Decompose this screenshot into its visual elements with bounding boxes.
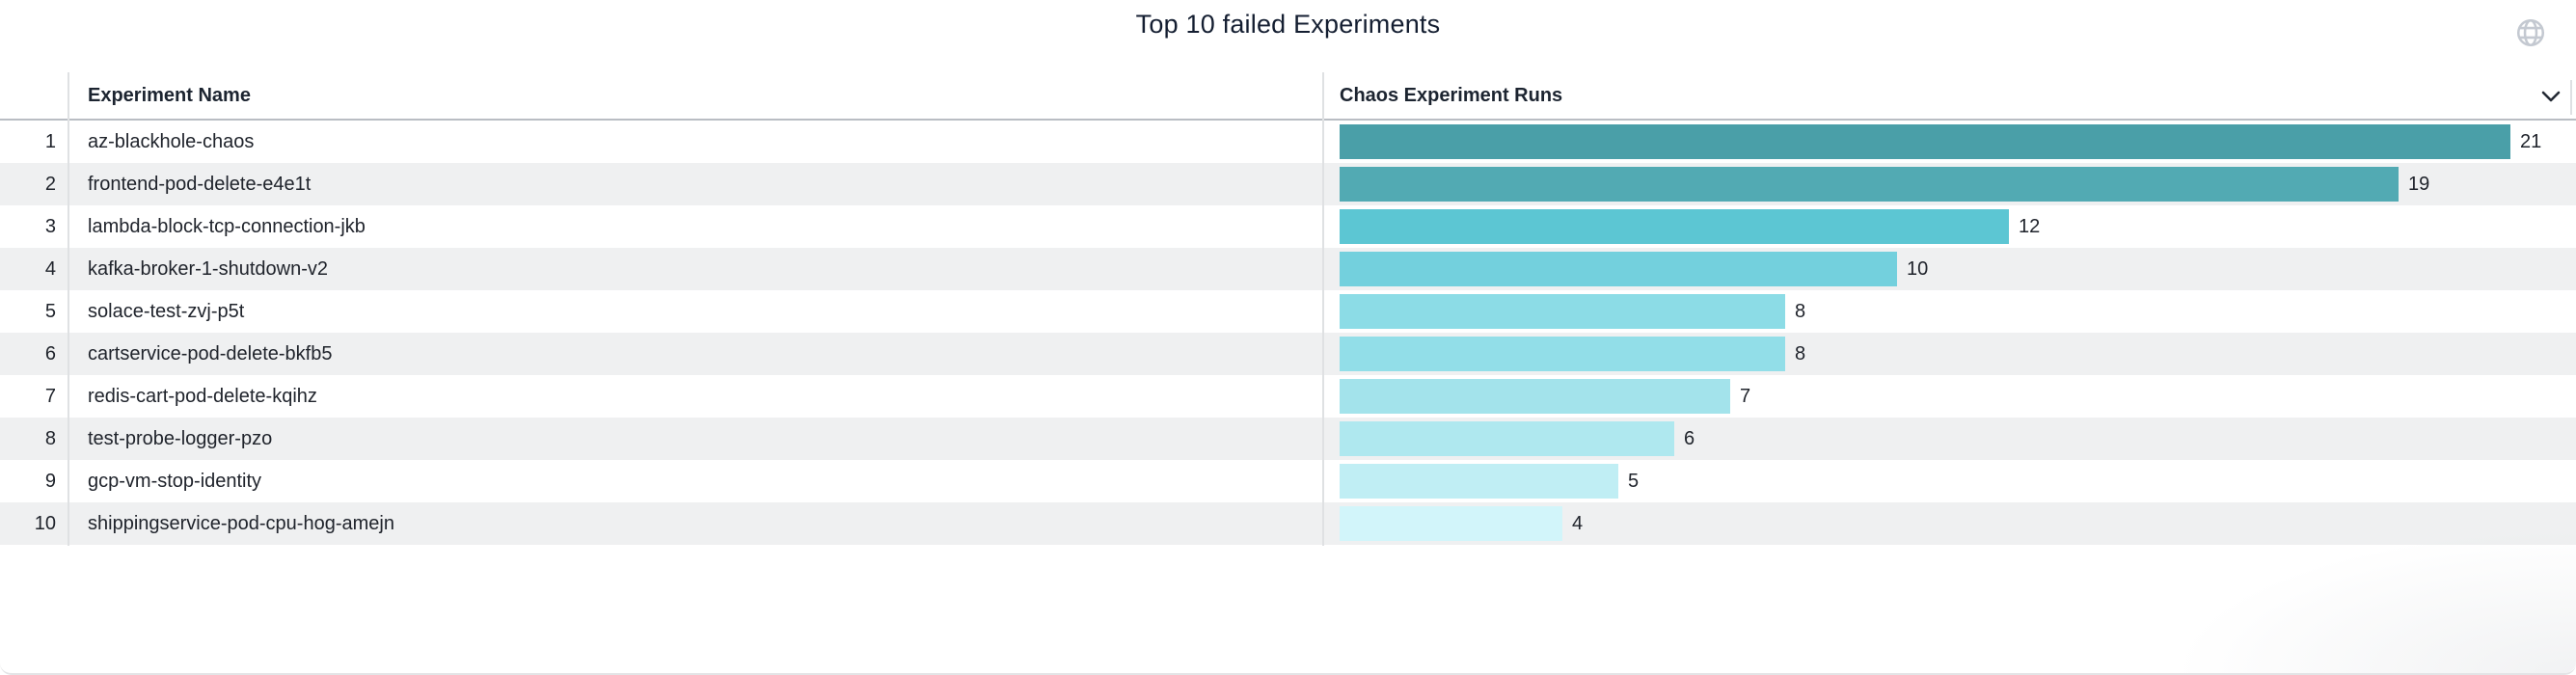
row-rank: 10: [34, 512, 56, 534]
runs-value-label: 12: [2019, 215, 2041, 237]
runs-bar[interactable]: [1340, 421, 1674, 456]
header-right-divider: [2570, 80, 2572, 115]
row-rank: 4: [44, 257, 56, 280]
runs-bar[interactable]: [1340, 506, 1562, 541]
experiment-name: gcp-vm-stop-identity: [88, 470, 262, 492]
sort-dropdown-button[interactable]: [2536, 86, 2565, 109]
row-rank: 9: [44, 470, 56, 492]
experiment-name: test-probe-logger-pzo: [88, 427, 273, 449]
experiment-name: frontend-pod-delete-e4e1t: [88, 173, 312, 195]
row-rank: 3: [44, 215, 56, 237]
table-header: Experiment Name Chaos Experiment Runs: [0, 72, 2576, 121]
row-rank: 7: [44, 385, 56, 407]
table-row[interactable]: 4 kafka-broker-1-shutdown-v2 10: [0, 248, 2576, 290]
row-rank: 1: [44, 130, 56, 152]
runs-bar[interactable]: [1340, 167, 2399, 202]
column-header-experiment-name: Experiment Name: [88, 84, 251, 106]
chevron-down-icon: [2539, 89, 2562, 107]
runs-bar-cell: 10: [1322, 248, 2576, 290]
corner-shade: [2171, 528, 2576, 673]
runs-bar[interactable]: [1340, 209, 2009, 244]
runs-bar[interactable]: [1340, 379, 1730, 414]
runs-value-label: 7: [1740, 385, 1751, 407]
runs-value-label: 4: [1572, 512, 1584, 534]
runs-bar-cell: 7: [1322, 375, 2576, 418]
table-row[interactable]: 5 solace-test-zvj-p5t 8: [0, 290, 2576, 333]
table-row[interactable]: 3 lambda-block-tcp-connection-jkb 12: [0, 205, 2576, 248]
runs-bar[interactable]: [1340, 337, 1785, 371]
experiment-name: az-blackhole-chaos: [88, 130, 255, 152]
table-row[interactable]: 10 shippingservice-pod-cpu-hog-amejn 4: [0, 502, 2576, 545]
runs-bar-cell: 21: [1322, 121, 2576, 163]
table-row[interactable]: 9 gcp-vm-stop-identity 5: [0, 460, 2576, 502]
table-body: 1 az-blackhole-chaos 21 2 frontend-pod-delet…: [0, 121, 2576, 545]
runs-value-label: 10: [1907, 257, 1929, 280]
runs-bar-cell: 8: [1322, 333, 2576, 375]
table-row[interactable]: 1 az-blackhole-chaos 21: [0, 121, 2576, 163]
runs-value-label: 5: [1628, 470, 1640, 492]
table-row[interactable]: 8 test-probe-logger-pzo 6: [0, 418, 2576, 460]
runs-bar-cell: 4: [1322, 502, 2576, 545]
runs-bar[interactable]: [1340, 252, 1897, 286]
experiment-name: lambda-block-tcp-connection-jkb: [88, 215, 366, 237]
runs-value-label: 8: [1795, 300, 1806, 322]
experiment-name: kafka-broker-1-shutdown-v2: [88, 257, 328, 280]
chart-title: Top 10 failed Experiments: [1135, 10, 1441, 39]
runs-bar-cell: 8: [1322, 290, 2576, 333]
globe-icon-button[interactable]: [2513, 16, 2548, 51]
experiment-name: shippingservice-pod-cpu-hog-amejn: [88, 512, 394, 534]
runs-bar[interactable]: [1340, 124, 2510, 159]
row-rank: 8: [44, 427, 56, 449]
table-row[interactable]: 6 cartservice-pod-delete-bkfb5 8: [0, 333, 2576, 375]
column-header-chaos-experiment-runs: Chaos Experiment Runs: [1340, 84, 1563, 106]
runs-bar-cell: 12: [1322, 205, 2576, 248]
table-row[interactable]: 7 redis-cart-pod-delete-kqihz 7: [0, 375, 2576, 418]
experiment-name: redis-cart-pod-delete-kqihz: [88, 385, 317, 407]
runs-bar-cell: 5: [1322, 460, 2576, 502]
runs-bar-cell: 6: [1322, 418, 2576, 460]
row-rank: 6: [44, 342, 56, 364]
experiment-name: solace-test-zvj-p5t: [88, 300, 245, 322]
runs-bar[interactable]: [1340, 464, 1618, 499]
runs-bar-cell: 19: [1322, 163, 2576, 205]
runs-bar[interactable]: [1340, 294, 1785, 329]
runs-value-label: 21: [2520, 130, 2542, 152]
runs-value-label: 6: [1684, 427, 1695, 449]
globe-icon: [2514, 16, 2547, 52]
table-row[interactable]: 2 frontend-pod-delete-e4e1t 19: [0, 163, 2576, 205]
runs-value-label: 8: [1795, 342, 1806, 364]
row-rank: 5: [44, 300, 56, 322]
runs-value-label: 19: [2408, 173, 2430, 195]
row-rank: 2: [44, 173, 56, 195]
experiment-name: cartservice-pod-delete-bkfb5: [88, 342, 333, 364]
